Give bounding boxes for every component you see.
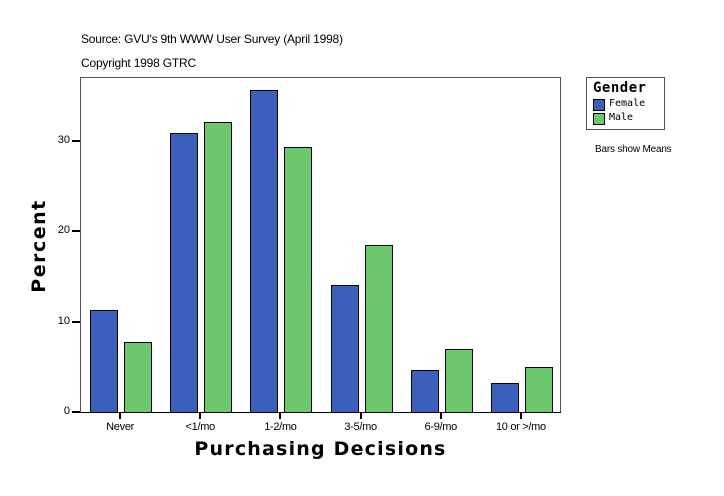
x-tick <box>199 413 202 419</box>
bar-female <box>250 89 279 412</box>
source-text: Source: GVU's 9th WWW User Survey (April… <box>81 32 343 46</box>
legend-title: Gender <box>593 80 647 96</box>
y-tick <box>72 230 80 233</box>
y-tick-label: 10 <box>57 314 70 327</box>
bar-male <box>444 348 473 412</box>
x-tick-label: <1/mo <box>185 421 216 433</box>
bar-male <box>124 341 152 412</box>
bar-female <box>490 383 519 412</box>
x-tick-label: 3-5/mo <box>344 421 377 433</box>
legend: Gender Female Male <box>586 77 665 130</box>
bar-male <box>364 244 393 412</box>
y-tick <box>72 411 80 413</box>
copyright-text: Copyright 1998 GTRC <box>81 56 196 70</box>
x-tick-label: 10 or >/mo <box>495 421 546 433</box>
y-tick <box>72 140 80 143</box>
male-swatch-icon <box>593 113 605 125</box>
y-tick <box>72 320 80 323</box>
bar-male <box>204 122 233 412</box>
x-tick-label: Never <box>106 421 134 433</box>
x-tick <box>119 413 122 419</box>
bar-female <box>330 284 359 412</box>
bar-female <box>410 370 439 412</box>
x-tick <box>519 413 522 419</box>
x-axis-title: Purchasing Decisions <box>194 438 447 460</box>
x-tick <box>439 413 442 419</box>
plot-area <box>80 77 561 412</box>
bar-female <box>170 132 199 412</box>
y-axis-title: Percent <box>28 199 50 293</box>
x-tick-label: 1-2/mo <box>264 421 297 433</box>
y-tick-label: 20 <box>57 224 70 237</box>
x-axis-line <box>80 412 561 413</box>
legend-label: Female <box>609 98 646 109</box>
bar-male <box>524 366 553 412</box>
bar-female <box>90 309 118 412</box>
x-tick-label: 6-9/mo <box>424 421 458 433</box>
legend-label: Male <box>609 112 634 123</box>
x-tick <box>279 413 282 419</box>
y-tick-label: 30 <box>57 134 70 147</box>
y-tick-label: 0 <box>63 405 70 417</box>
x-tick <box>359 413 362 419</box>
bars-show-means-note: Bars show Means <box>595 144 672 155</box>
female-swatch-icon <box>593 99 605 111</box>
bar-male <box>284 146 313 412</box>
